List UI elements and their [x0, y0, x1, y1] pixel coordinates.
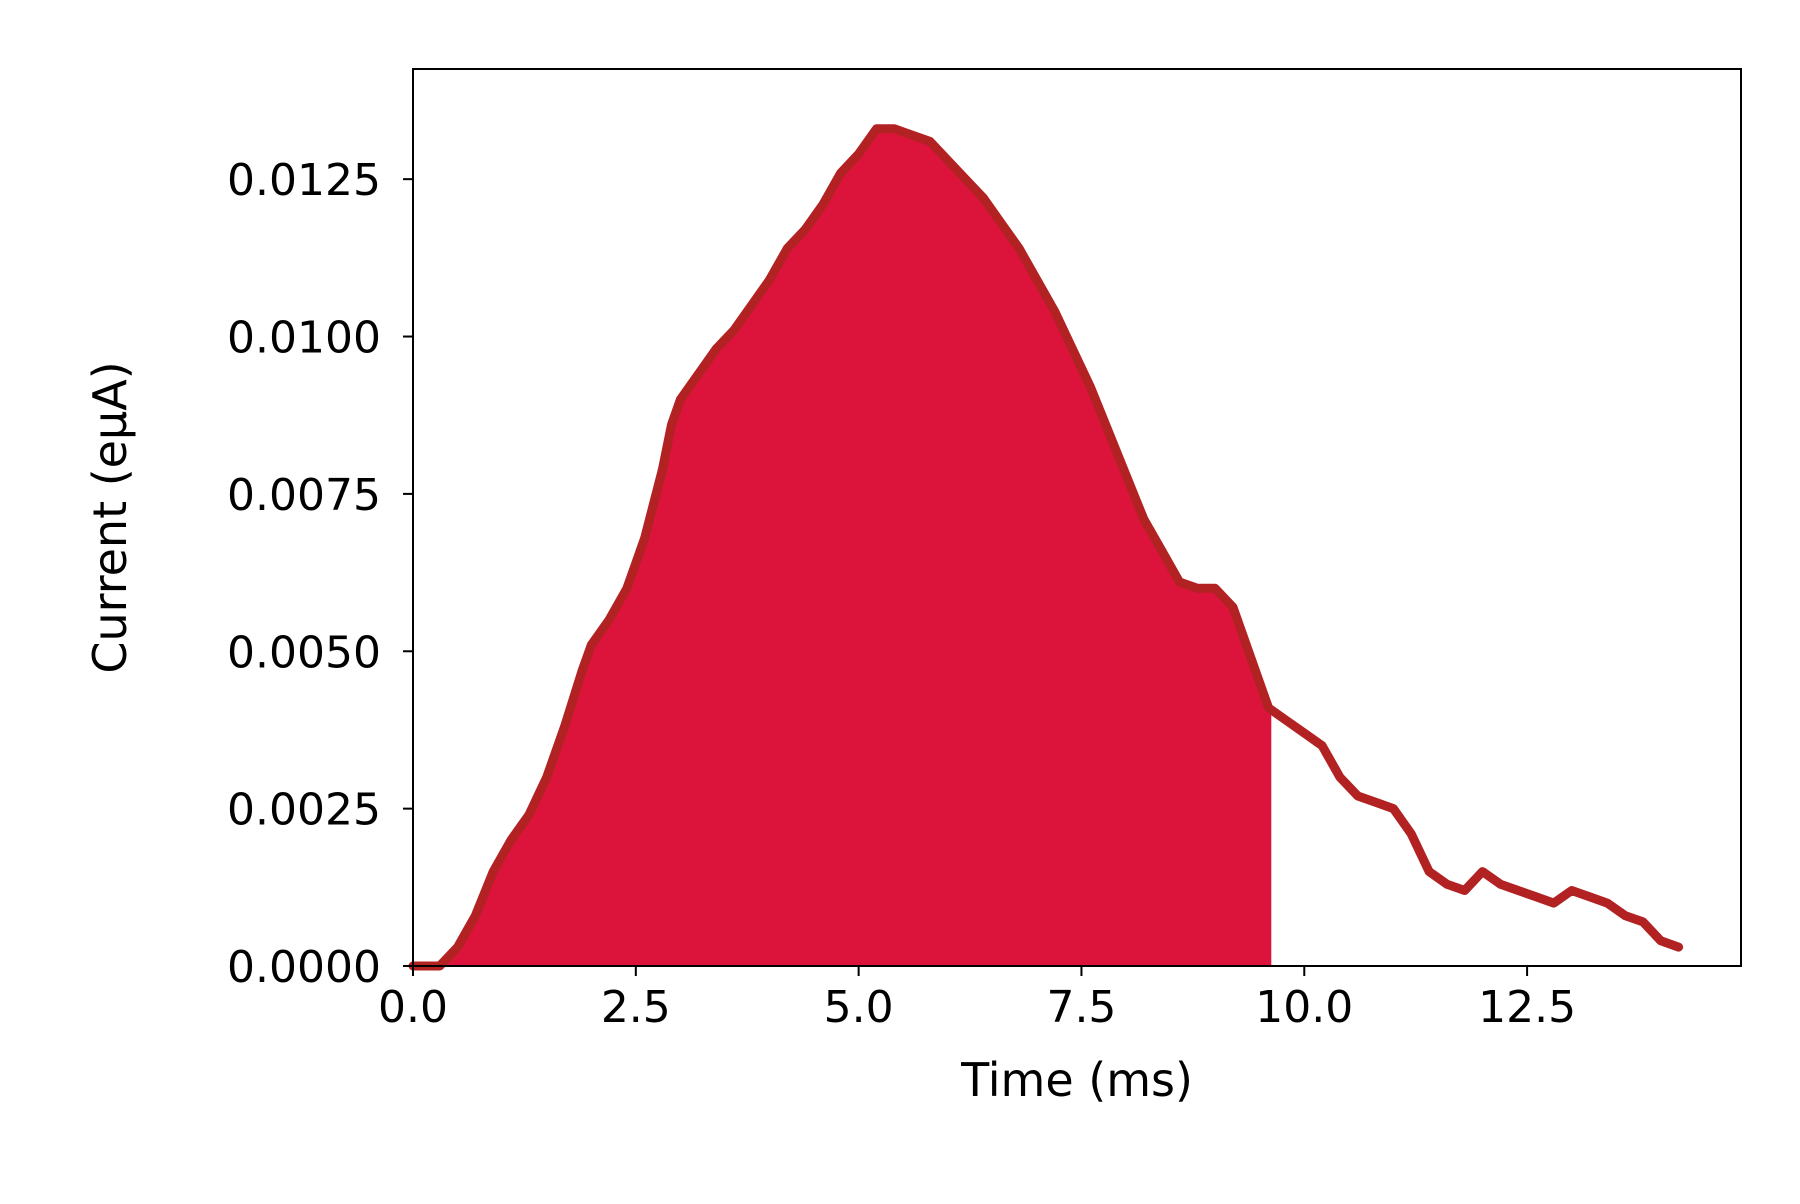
x-tick-label: 0.0 [378, 982, 448, 1033]
y-tick-label: 0.0000 [227, 942, 381, 993]
plot-frame [412, 68, 1742, 967]
area-fill-layer [413, 128, 1272, 967]
x-tick-label: 12.5 [1478, 982, 1576, 1033]
y-tick-label: 0.0050 [227, 627, 381, 678]
y-tick-label: 0.0075 [227, 470, 381, 521]
y-tick-label: 0.0100 [227, 313, 381, 364]
x-tick-label: 10.0 [1255, 982, 1353, 1033]
x-axis: 0.0 2.5 5.0 7.5 10.0 12.5 [378, 966, 1576, 1033]
series-line [408, 124, 1684, 971]
y-tick-label: 0.0025 [227, 785, 381, 836]
area-fill [413, 128, 1272, 967]
series-line-layer [408, 124, 1684, 971]
y-axis-label: Current (eμA) [83, 361, 137, 673]
y-tick-label: 0.0125 [227, 155, 381, 206]
x-axis-label: Time (ms) [960, 1053, 1193, 1107]
y-axis: 0.0000 0.0025 0.0050 0.0075 0.0100 0.0125 [227, 155, 413, 993]
x-tick-label: 2.5 [601, 982, 671, 1033]
x-tick-label: 7.5 [1046, 982, 1116, 1033]
x-tick-label: 5.0 [824, 982, 894, 1033]
